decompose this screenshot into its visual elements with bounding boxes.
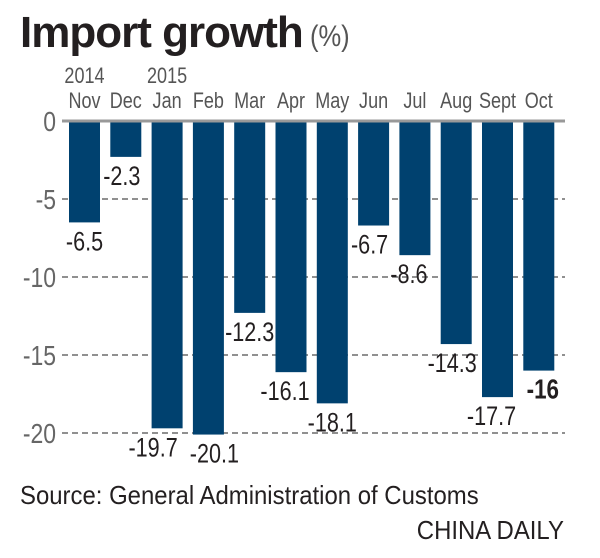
chart-unit: (%) <box>310 20 350 53</box>
y-tick-label: -10 <box>23 263 56 294</box>
bar-apr <box>275 121 307 373</box>
y-tick-label: -15 <box>23 341 56 372</box>
data-label: -6.7 <box>351 230 388 260</box>
bar-dec <box>110 121 142 157</box>
x-tick-label: Oct <box>525 89 553 113</box>
bar-mar <box>234 121 266 313</box>
data-label: -18.1 <box>308 408 357 438</box>
data-label: -8.6 <box>390 260 427 290</box>
data-label: -16.1 <box>260 377 309 407</box>
x-tick-label: Nov <box>68 89 100 113</box>
x-tick-label: Sept <box>479 89 516 113</box>
source-note: Source: General Administration of Custom… <box>20 480 479 510</box>
x-tick-label: Jan <box>153 89 182 113</box>
y-tick-label: -20 <box>23 419 56 450</box>
data-label: -17.7 <box>467 402 516 432</box>
brand-logo: CHINA DAILY <box>416 515 564 545</box>
y-tick-label: 0 <box>43 107 56 138</box>
bar-sept <box>482 121 513 398</box>
x-tick-label: Mar <box>234 89 265 113</box>
chart-title: Import growth <box>20 8 304 57</box>
bar-aug <box>440 121 472 345</box>
bar-may <box>316 121 348 404</box>
data-label: -14.3 <box>428 349 477 379</box>
data-label: -16 <box>527 374 559 405</box>
data-label: -20.1 <box>190 439 239 469</box>
year-label: 2015 <box>147 64 187 88</box>
bar-oct <box>523 121 555 371</box>
year-label: 2014 <box>64 64 104 88</box>
x-tick-label: May <box>315 89 350 113</box>
y-tick-label: -5 <box>36 185 56 216</box>
bar-jul <box>399 121 431 256</box>
bar-feb <box>192 121 224 435</box>
data-label: -12.3 <box>225 318 274 348</box>
bar-jun <box>358 121 390 226</box>
bar-jan <box>151 121 183 429</box>
data-label: -19.7 <box>128 433 177 463</box>
data-label: -2.3 <box>103 162 140 192</box>
x-tick-label: Dec <box>110 89 142 113</box>
data-label: -6.5 <box>66 227 103 257</box>
x-tick-label: Aug <box>440 89 472 113</box>
x-tick-label: Feb <box>193 89 224 113</box>
x-tick-label: Jun <box>359 89 388 113</box>
x-tick-label: Apr <box>277 89 305 113</box>
bar-nov <box>69 121 100 223</box>
x-tick-label: Jul <box>403 89 426 113</box>
